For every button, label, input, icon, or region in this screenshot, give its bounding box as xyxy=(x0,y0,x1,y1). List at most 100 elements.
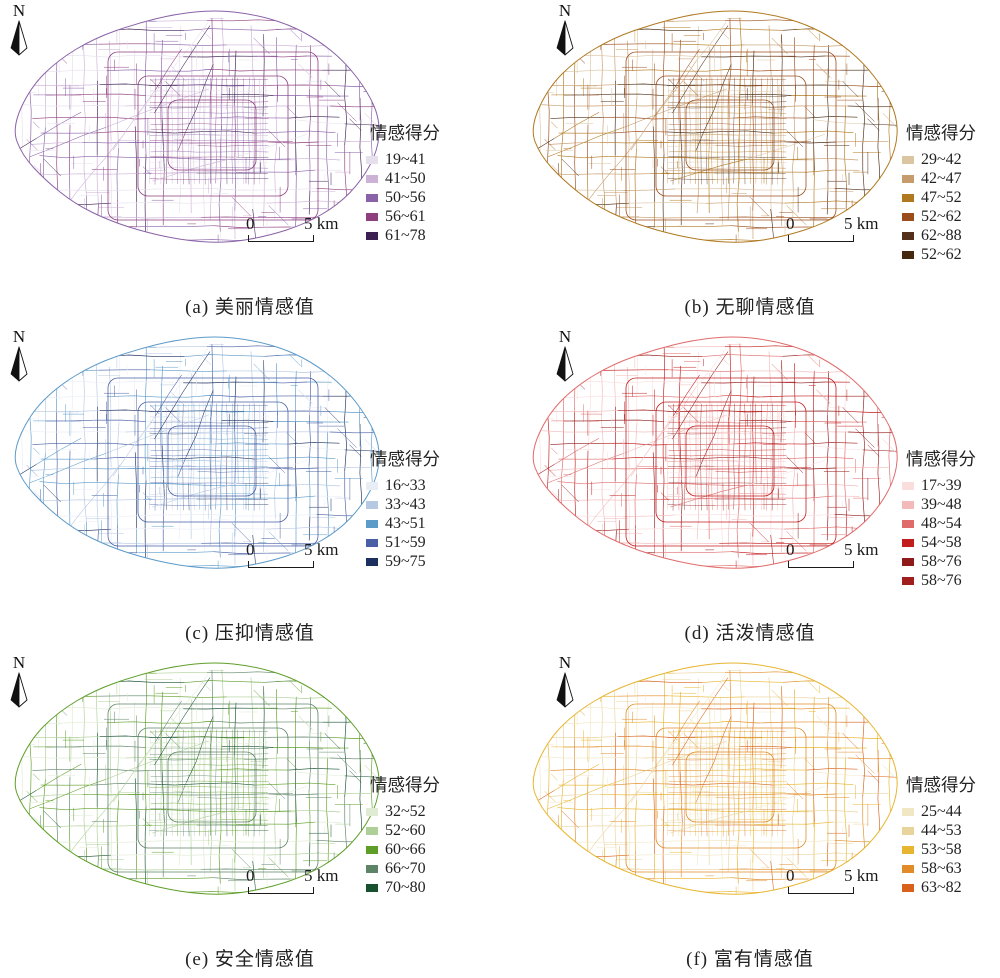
legend-item: 42~47 xyxy=(902,169,1000,188)
legend-range-label: 19~41 xyxy=(385,150,426,168)
legend-swatch xyxy=(902,500,914,509)
legend-range-label: 25~44 xyxy=(921,802,962,820)
scale-zero-label: 0 xyxy=(246,214,255,233)
study-area-boundary xyxy=(532,10,898,243)
scale-distance-label: 5 km xyxy=(304,214,339,233)
legend-range-label: 50~56 xyxy=(385,188,426,206)
legend-range-label: 42~47 xyxy=(921,169,962,187)
legend-item: 70~80 xyxy=(366,878,496,897)
north-arrow: N xyxy=(6,2,32,58)
legend-title: 情感得分 xyxy=(370,775,440,795)
legend-range-label: 52~62 xyxy=(921,207,962,225)
legend-title: 情感得分 xyxy=(906,449,976,469)
legend-rows: 17~39 39~48 48~54 54~58 58~76 58~76 xyxy=(902,476,1000,590)
map-panel: N 情感得分 25~44 44~53 53~58 58~63 63~82 0 5 km … xyxy=(500,652,1000,978)
legend-item: 25~44 xyxy=(902,802,1000,821)
scale-zero-label: 0 xyxy=(786,866,795,885)
legend-range-label: 61~78 xyxy=(385,226,426,244)
legend-swatch xyxy=(366,845,378,854)
legend-range-label: 48~54 xyxy=(921,514,962,532)
north-label: N xyxy=(558,653,572,672)
study-area-boundary xyxy=(14,662,380,895)
legend-swatch xyxy=(366,481,378,490)
legend-range-label: 60~66 xyxy=(385,840,426,858)
scale-bar-line xyxy=(248,561,314,568)
scale-bar-line xyxy=(788,235,854,242)
legend-swatch xyxy=(366,826,378,835)
scale-bar-line xyxy=(788,561,854,568)
study-area-boundary xyxy=(14,336,380,569)
study-area-boundary xyxy=(14,10,380,243)
legend-swatch xyxy=(902,250,914,259)
legend-swatch xyxy=(366,155,378,164)
legend-item: 41~50 xyxy=(366,169,496,188)
legend-title: 情感得分 xyxy=(370,123,440,143)
legend-swatch xyxy=(902,155,914,164)
legend-range-label: 43~51 xyxy=(385,514,426,532)
north-arrow-icon xyxy=(556,346,574,382)
legend-title: 情感得分 xyxy=(906,775,976,795)
map-legend: 情感得分 17~39 39~48 48~54 54~58 58~76 58~76 xyxy=(902,446,1000,590)
scale-distance-label: 5 km xyxy=(304,540,339,559)
scale-zero-label: 0 xyxy=(246,540,255,559)
legend-range-label: 56~61 xyxy=(385,207,426,225)
panel-caption: (d) 活泼情感值 xyxy=(684,623,816,644)
legend-range-label: 52~60 xyxy=(385,821,426,839)
legend-range-label: 58~76 xyxy=(921,571,962,589)
north-arrow-icon xyxy=(10,20,28,56)
legend-item: 43~51 xyxy=(366,514,496,533)
scale-distance-label: 5 km xyxy=(844,866,879,885)
map-panel: N 情感得分 29~42 42~47 47~52 52~62 62~88 52~62 0 … xyxy=(500,0,1000,326)
north-arrow-icon xyxy=(556,672,574,708)
legend-range-label: 58~76 xyxy=(921,552,962,570)
panel-caption: (b) 无聊情感值 xyxy=(684,297,816,318)
map-panel: N 情感得分 32~52 52~60 60~66 66~70 70~80 0 5 km … xyxy=(0,652,500,978)
scale-bar-line xyxy=(788,887,854,894)
legend-range-label: 58~63 xyxy=(921,859,962,877)
legend-item: 62~88 xyxy=(902,226,1000,245)
legend-item: 44~53 xyxy=(902,821,1000,840)
legend-rows: 19~41 41~50 50~56 56~61 61~78 xyxy=(366,150,496,245)
legend-range-label: 62~88 xyxy=(921,226,962,244)
legend-range-label: 47~52 xyxy=(921,188,962,206)
legend-item: 33~43 xyxy=(366,495,496,514)
legend-swatch xyxy=(366,883,378,892)
legend-item: 52~62 xyxy=(902,207,1000,226)
north-arrow: N xyxy=(552,328,578,384)
north-label: N xyxy=(558,1,572,20)
map-panel: N 情感得分 16~33 33~43 43~51 51~59 59~75 0 5 km … xyxy=(0,326,500,652)
map-legend: 情感得分 16~33 33~43 43~51 51~59 59~75 xyxy=(366,446,496,571)
scale-bar: 0 5 km xyxy=(786,214,906,246)
legend-swatch xyxy=(902,538,914,547)
legend-item: 39~48 xyxy=(902,495,1000,514)
legend-item: 58~76 xyxy=(902,571,1000,590)
legend-item: 53~58 xyxy=(902,840,1000,859)
legend-swatch xyxy=(366,193,378,202)
legend-swatch xyxy=(902,576,914,585)
scale-bar-line xyxy=(248,235,314,242)
legend-item: 16~33 xyxy=(366,476,496,495)
legend-swatch xyxy=(366,807,378,816)
legend-range-label: 44~53 xyxy=(921,821,962,839)
legend-swatch xyxy=(366,174,378,183)
panel-caption: (e) 安全情感值 xyxy=(185,949,315,970)
north-arrow: N xyxy=(552,2,578,58)
legend-range-label: 32~52 xyxy=(385,802,426,820)
legend-item: 58~63 xyxy=(902,859,1000,878)
legend-item: 66~70 xyxy=(366,859,496,878)
scale-bar: 0 5 km xyxy=(786,540,906,572)
legend-swatch xyxy=(366,864,378,873)
scale-bar: 0 5 km xyxy=(246,540,366,572)
legend-item: 52~62 xyxy=(902,245,1000,264)
legend-range-label: 59~75 xyxy=(385,552,426,570)
north-arrow-icon xyxy=(10,346,28,382)
north-arrow: N xyxy=(6,328,32,384)
legend-range-label: 41~50 xyxy=(385,169,426,187)
scale-distance-label: 5 km xyxy=(844,540,879,559)
legend-range-label: 17~39 xyxy=(921,476,962,494)
legend-rows: 29~42 42~47 47~52 52~62 62~88 52~62 xyxy=(902,150,1000,264)
legend-item: 29~42 xyxy=(902,150,1000,169)
legend-item: 59~75 xyxy=(366,552,496,571)
legend-item: 61~78 xyxy=(366,226,496,245)
